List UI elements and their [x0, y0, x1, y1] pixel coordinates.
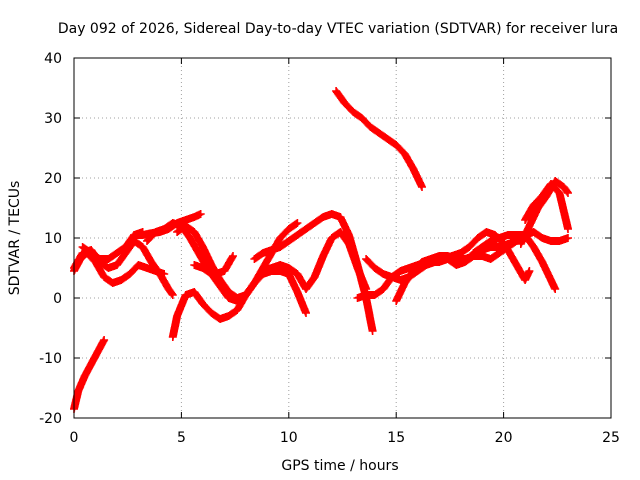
- data-points-track-20: [521, 180, 572, 233]
- y-tick-label: -10: [39, 351, 62, 367]
- series-track-9: [190, 261, 310, 317]
- y-tick-label: 30: [44, 111, 62, 127]
- data-marks: [70, 87, 572, 413]
- series-track-20: [521, 180, 572, 233]
- data-points-track-9: [190, 261, 310, 317]
- y-tick-label: 10: [44, 231, 62, 247]
- x-tick-label: 10: [280, 430, 298, 446]
- data-points-track-11: [267, 228, 371, 293]
- x-tick-label: 15: [387, 430, 405, 446]
- series-track-16: [409, 228, 572, 272]
- x-tick-label: 25: [602, 430, 620, 446]
- x-tick-label: 20: [495, 430, 513, 446]
- x-tick-label: 5: [177, 430, 186, 446]
- series-track-11: [267, 228, 371, 293]
- series-track-12: [332, 87, 426, 191]
- y-tick-label: 20: [44, 171, 62, 187]
- x-tick-label: 0: [70, 430, 79, 446]
- y-tick-label: 40: [44, 51, 62, 67]
- data-points-track-12: [332, 87, 426, 191]
- y-tick-label: 0: [53, 291, 62, 307]
- y-tick-label: -20: [39, 411, 62, 427]
- chart-title: Day 092 of 2026, Sidereal Day-to-day VTE…: [58, 21, 618, 37]
- data-points-track-18: [486, 231, 534, 284]
- data-points-track-16: [409, 228, 572, 272]
- axis-ticks: 0 5 10 15 20 25 -20 -10 0 10 20 30 40: [39, 51, 620, 446]
- series-track-18: [486, 231, 534, 284]
- x-axis-label: GPS time / hours: [281, 458, 398, 474]
- y-axis-label: SDTVAR / TECUs: [7, 181, 23, 296]
